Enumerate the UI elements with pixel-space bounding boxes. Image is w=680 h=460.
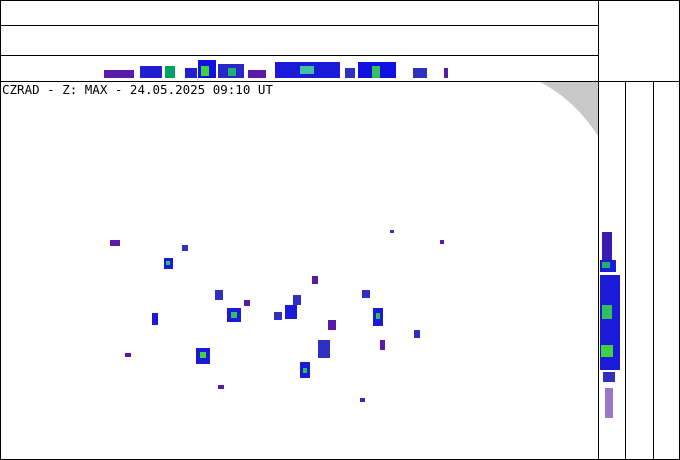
echo [605, 388, 613, 418]
echo [444, 68, 448, 78]
echo [380, 340, 385, 350]
echo [345, 68, 355, 78]
echo [440, 240, 444, 244]
echo [376, 313, 380, 319]
echo [104, 70, 134, 78]
echo [165, 66, 175, 78]
echo [601, 345, 613, 357]
echo [602, 262, 610, 268]
echo [413, 68, 427, 78]
echo [201, 66, 209, 76]
echo [318, 340, 330, 358]
echo [300, 66, 314, 74]
echo [215, 290, 223, 300]
echo [166, 261, 170, 265]
echo [328, 320, 336, 330]
echo [140, 66, 162, 78]
echo [293, 295, 301, 305]
top-projection [104, 60, 448, 78]
echo [285, 305, 297, 319]
echo [125, 353, 131, 357]
echo [414, 330, 420, 338]
echo [218, 385, 224, 389]
echo [303, 368, 307, 373]
echo [200, 352, 206, 358]
echo [110, 240, 120, 246]
radar-echoes [110, 230, 444, 402]
echo [244, 300, 250, 306]
echo [312, 276, 318, 284]
echo [185, 68, 197, 78]
radar-title: CZRAD - Z: MAX - 24.05.2025 09:10 UT [2, 82, 273, 97]
side-projection [600, 232, 620, 418]
no-coverage-area [540, 82, 598, 136]
echo [390, 230, 394, 233]
echo [182, 245, 188, 251]
echo [602, 305, 612, 319]
echo [248, 70, 266, 78]
echo [274, 312, 282, 320]
echo [372, 66, 380, 78]
echo [152, 313, 158, 325]
echo [231, 312, 237, 318]
echo [360, 398, 365, 402]
echo [603, 372, 615, 382]
echo [362, 290, 370, 298]
echo [602, 232, 612, 260]
echo [228, 68, 236, 76]
